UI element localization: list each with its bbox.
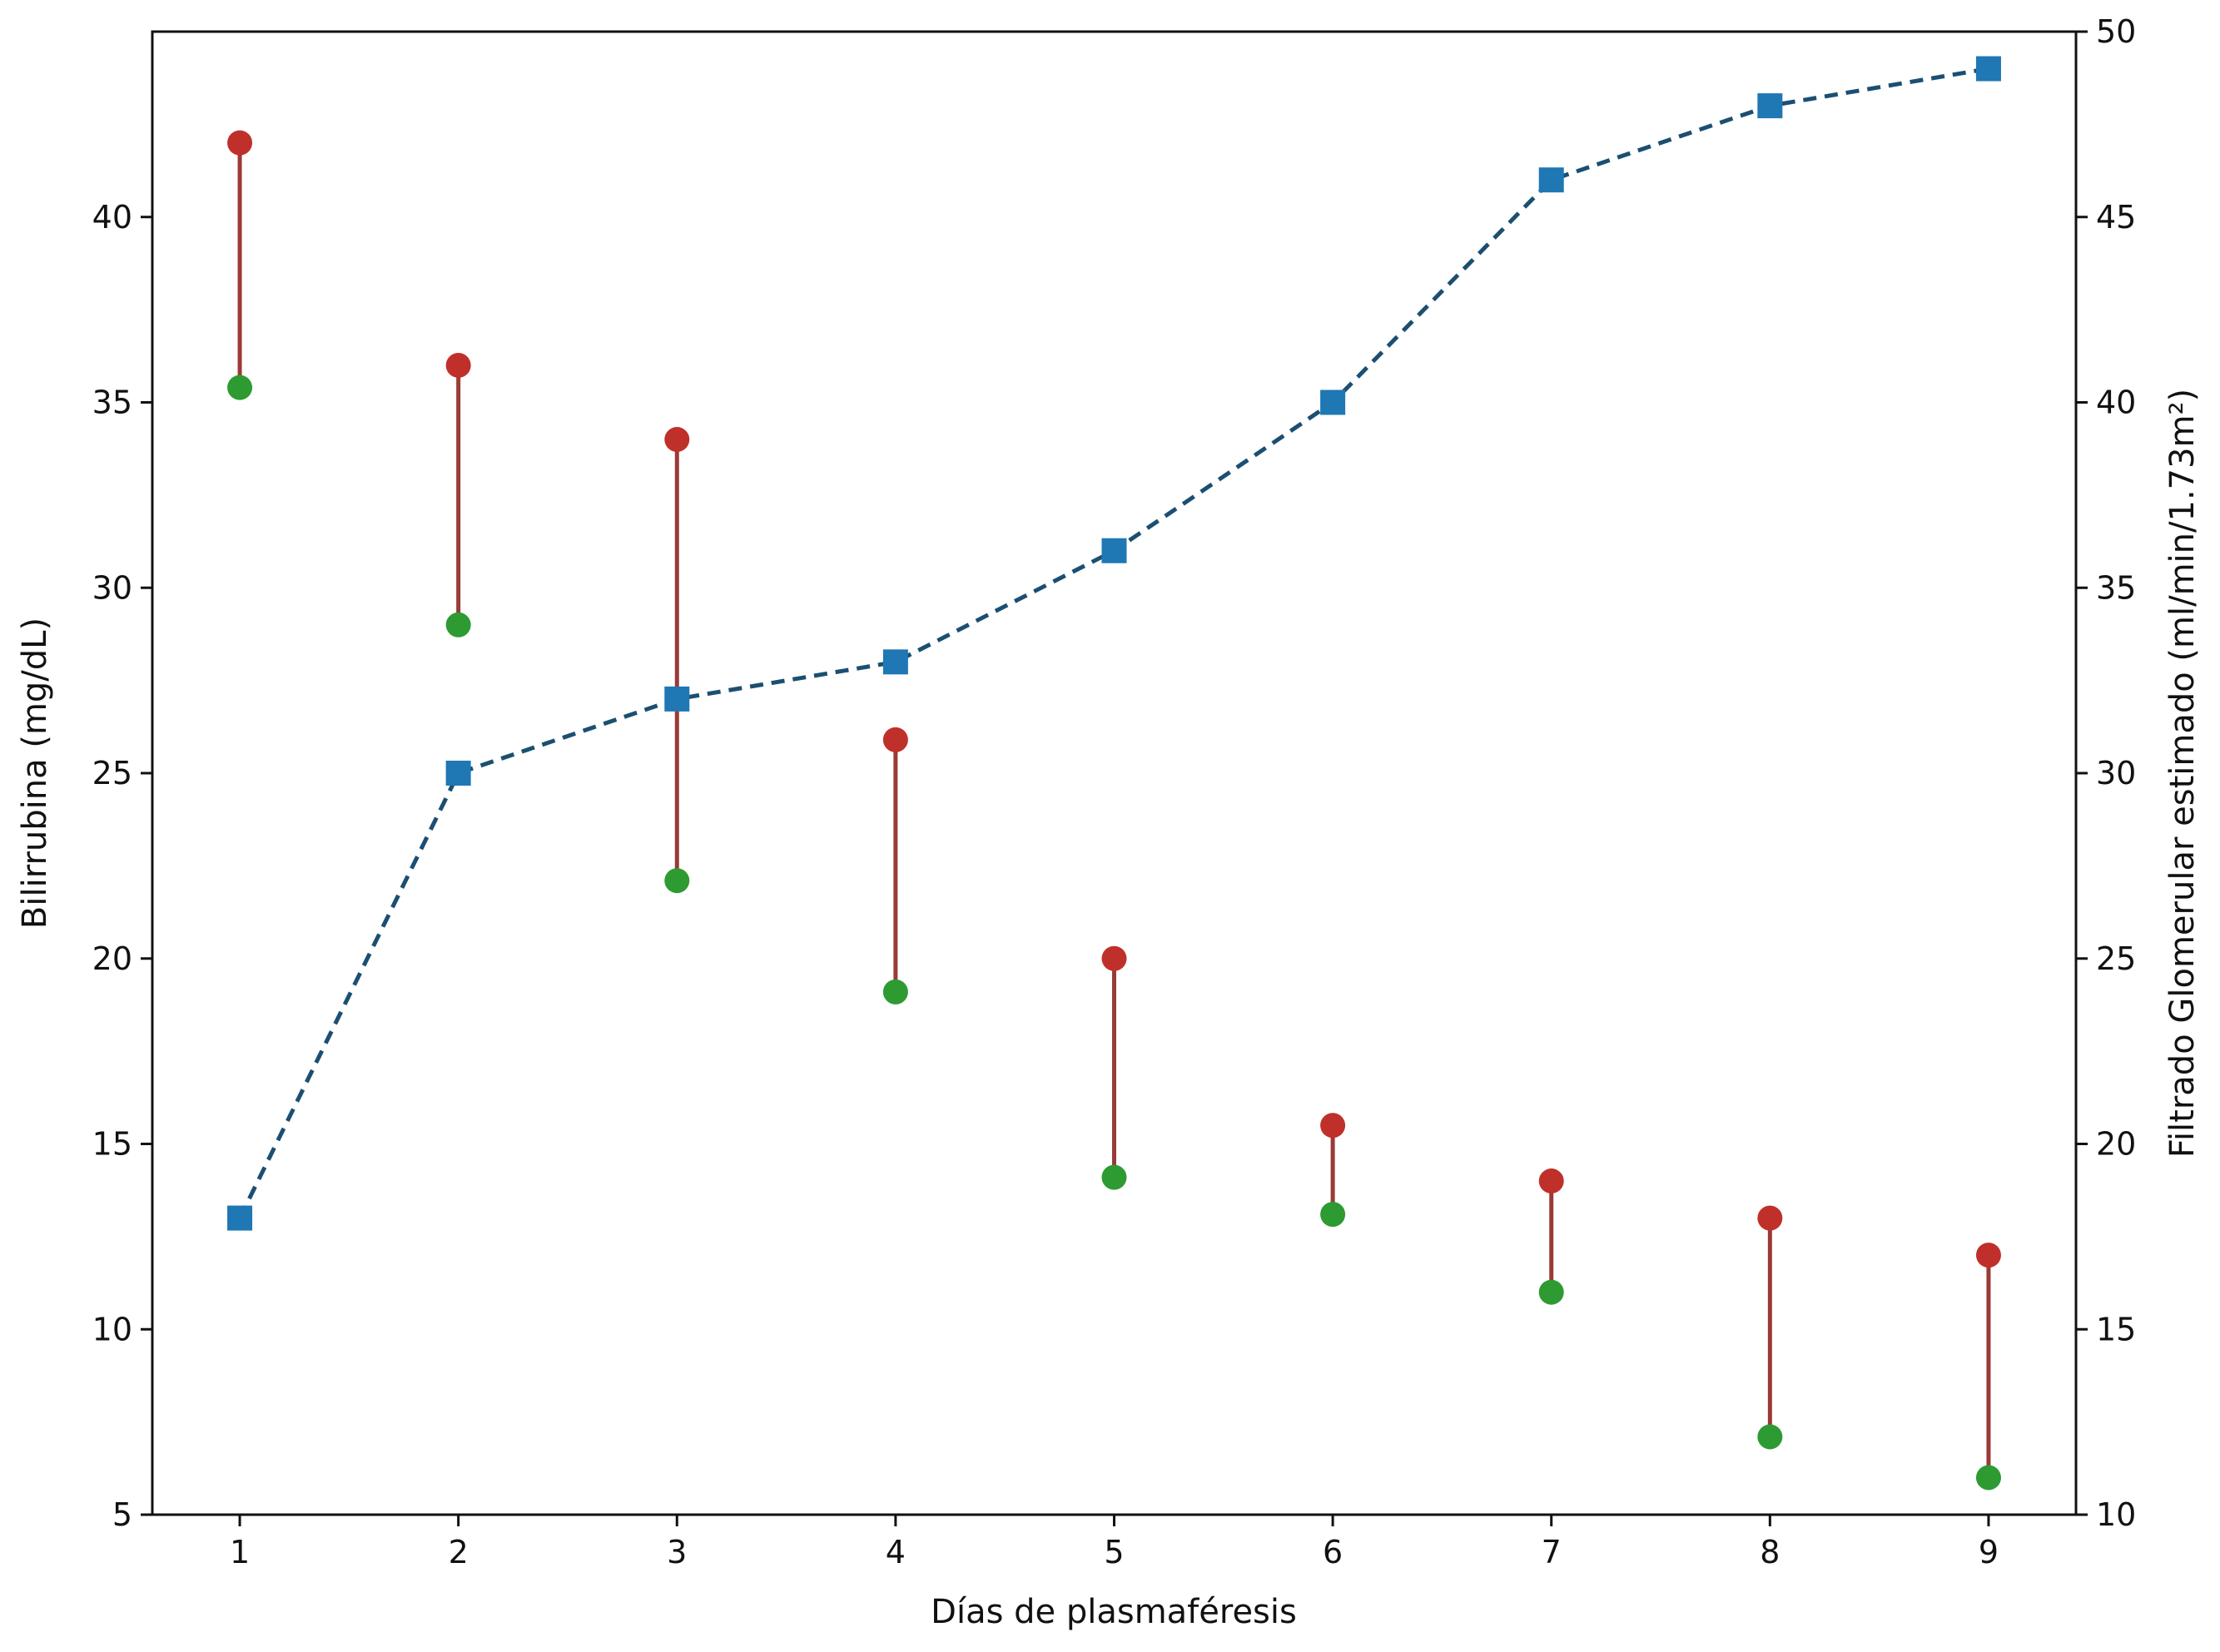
- bilirubin-red-point: [882, 727, 908, 752]
- y-left-tick-label: 35: [92, 384, 132, 421]
- bilirubin-red-point: [1757, 1205, 1783, 1231]
- bilirubin-green-point: [1538, 1279, 1564, 1305]
- ticks-layer: 1 2 3 4 5 6 7 8 95101520253035401015202530354045…: [92, 13, 2137, 1570]
- y-right-tick-label: 15: [2096, 1311, 2136, 1347]
- bilirubin-green-point: [1975, 1465, 2001, 1491]
- x-tick-label: 8: [1760, 1534, 1780, 1570]
- egfr-square-marker: [1538, 167, 1564, 193]
- y-left-tick-label: 10: [92, 1311, 132, 1347]
- bilirubin-red-point: [664, 427, 690, 453]
- bilirubin-red-point: [445, 352, 471, 378]
- y-left-tick-label: 25: [92, 755, 132, 791]
- egfr-square-marker: [227, 1205, 253, 1231]
- y-right-tick-label: 35: [2096, 569, 2136, 606]
- egfr-square-marker: [1975, 56, 2001, 82]
- bilirubin-red-point: [227, 130, 253, 156]
- y-left-tick-label: 20: [92, 940, 132, 977]
- x-tick-label: 6: [1323, 1534, 1343, 1570]
- egfr-square-marker: [445, 761, 471, 786]
- x-tick-label: 1: [230, 1534, 250, 1570]
- egfr-square-marker: [1101, 538, 1127, 563]
- x-tick-label: 3: [667, 1534, 687, 1570]
- marks-layer: [227, 56, 2001, 1491]
- bilirubin-red-point: [1320, 1113, 1346, 1139]
- y-left-tick-label: 15: [92, 1126, 132, 1163]
- y-left-tick-label: 40: [92, 199, 132, 236]
- x-tick-label: 9: [1979, 1534, 1999, 1570]
- egfr-square-marker: [1320, 389, 1346, 415]
- bilirubin-green-point: [664, 868, 690, 894]
- y-axis-left-label: Bilirrubina (mg/dL): [16, 618, 54, 929]
- x-tick-label: 4: [886, 1534, 906, 1570]
- plot-frame: [151, 30, 2078, 1516]
- bilirubin-red-point: [1975, 1243, 2001, 1268]
- egfr-square-marker: [1757, 93, 1783, 119]
- x-tick-label: 7: [1542, 1534, 1562, 1570]
- y-left-tick-label: 30: [92, 569, 132, 606]
- bilirubin-red-point: [1538, 1168, 1564, 1194]
- x-axis-label: Días de plasmaféresis: [931, 1593, 1297, 1631]
- y-right-tick-label: 40: [2096, 384, 2136, 421]
- bilirubin-green-point: [1101, 1164, 1127, 1190]
- bilirubin-red-point: [1101, 945, 1127, 971]
- y-right-tick-label: 10: [2096, 1496, 2136, 1533]
- egfr-square-marker: [882, 649, 908, 675]
- x-tick-label: 5: [1104, 1534, 1124, 1570]
- bilirubin-green-point: [227, 375, 253, 400]
- egfr-square-marker: [664, 686, 690, 712]
- bilirubin-green-point: [1320, 1202, 1346, 1228]
- bilirubin-green-point: [882, 979, 908, 1005]
- bilirubin-green-point: [445, 612, 471, 637]
- y-right-tick-label: 50: [2096, 13, 2136, 50]
- bilirubin-green-point: [1757, 1424, 1783, 1450]
- y-right-tick-label: 20: [2096, 1126, 2136, 1163]
- y-right-tick-label: 45: [2096, 199, 2136, 236]
- y-right-tick-label: 30: [2096, 755, 2136, 791]
- x-tick-label: 2: [449, 1534, 469, 1570]
- y-axis-right-label: Filtrado Glomerular estimado (ml/min/1.7…: [2163, 389, 2202, 1158]
- y-right-tick-label: 25: [2096, 940, 2136, 977]
- y-left-tick-label: 5: [112, 1496, 132, 1533]
